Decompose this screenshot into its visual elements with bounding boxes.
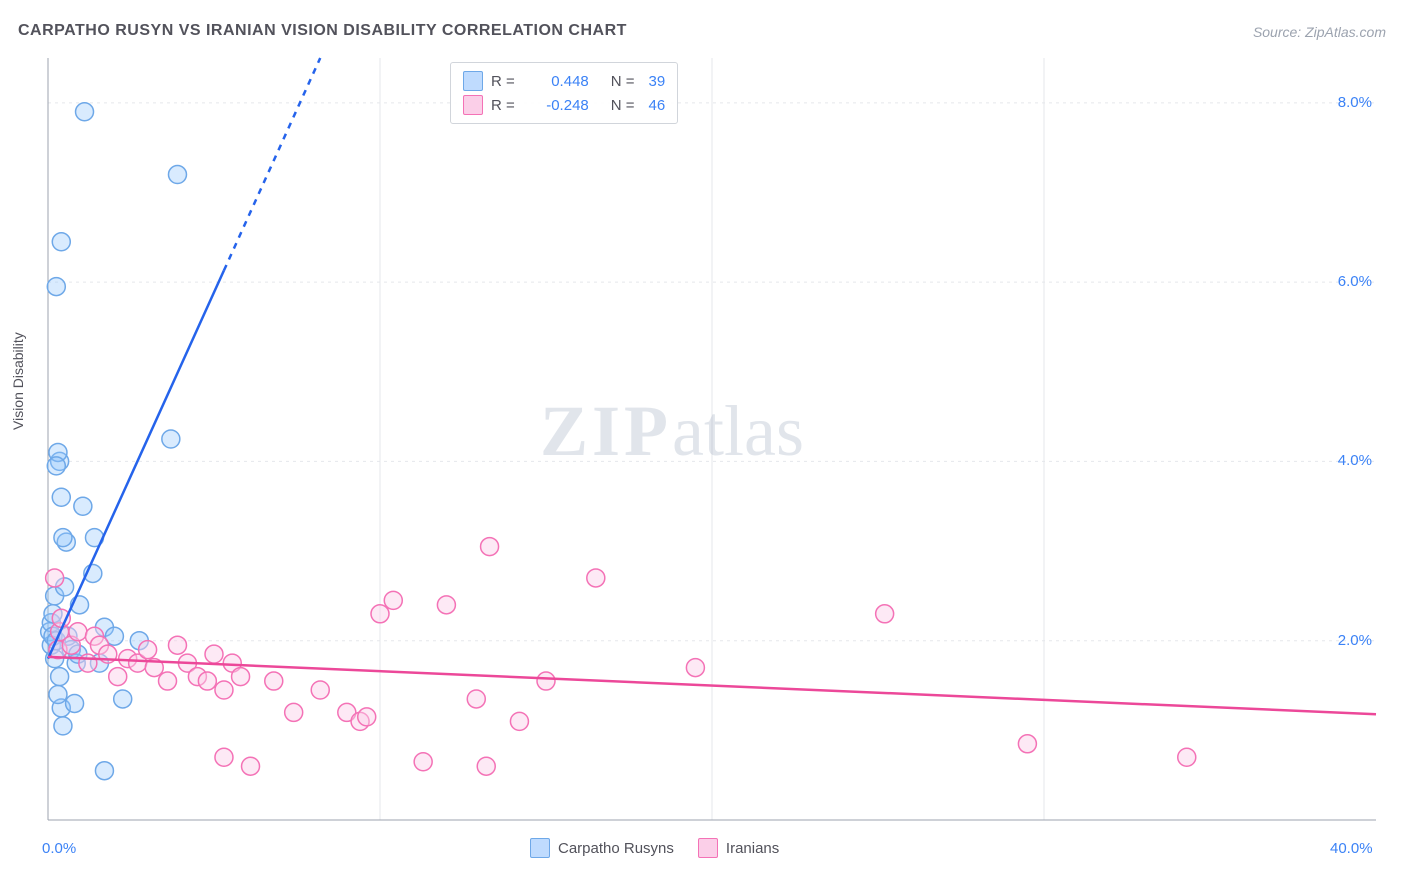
y-tick: 8.0% — [1316, 94, 1372, 111]
stat-r-label: R = — [491, 73, 515, 90]
stat-n-value: 39 — [649, 73, 666, 90]
series-legend-item: Iranians — [698, 838, 779, 858]
stats-legend-row: R = -0.248 N = 46 — [463, 93, 665, 117]
x-tick: 40.0% — [1330, 840, 1373, 857]
legend-swatch — [530, 838, 550, 858]
stat-r-value: -0.248 — [529, 97, 589, 114]
stats-legend: R = 0.448 N = 39 R = -0.248 N = 46 — [450, 62, 678, 124]
legend-swatch — [463, 71, 483, 91]
legend-swatch — [698, 838, 718, 858]
y-tick: 4.0% — [1316, 452, 1372, 469]
scatter-chart — [0, 0, 1406, 892]
y-tick: 6.0% — [1316, 273, 1372, 290]
series-name: Iranians — [726, 840, 779, 857]
y-tick: 2.0% — [1316, 632, 1372, 649]
x-tick: 0.0% — [42, 840, 76, 857]
stats-legend-row: R = 0.448 N = 39 — [463, 69, 665, 93]
stat-n-label: N = — [611, 97, 635, 114]
stat-n-value: 46 — [649, 97, 666, 114]
stat-r-value: 0.448 — [529, 73, 589, 90]
legend-swatch — [463, 95, 483, 115]
stat-n-label: N = — [611, 73, 635, 90]
series-legend-item: Carpatho Rusyns — [530, 838, 674, 858]
series-name: Carpatho Rusyns — [558, 840, 674, 857]
stat-r-label: R = — [491, 97, 515, 114]
series-legend: Carpatho Rusyns Iranians — [530, 838, 779, 858]
